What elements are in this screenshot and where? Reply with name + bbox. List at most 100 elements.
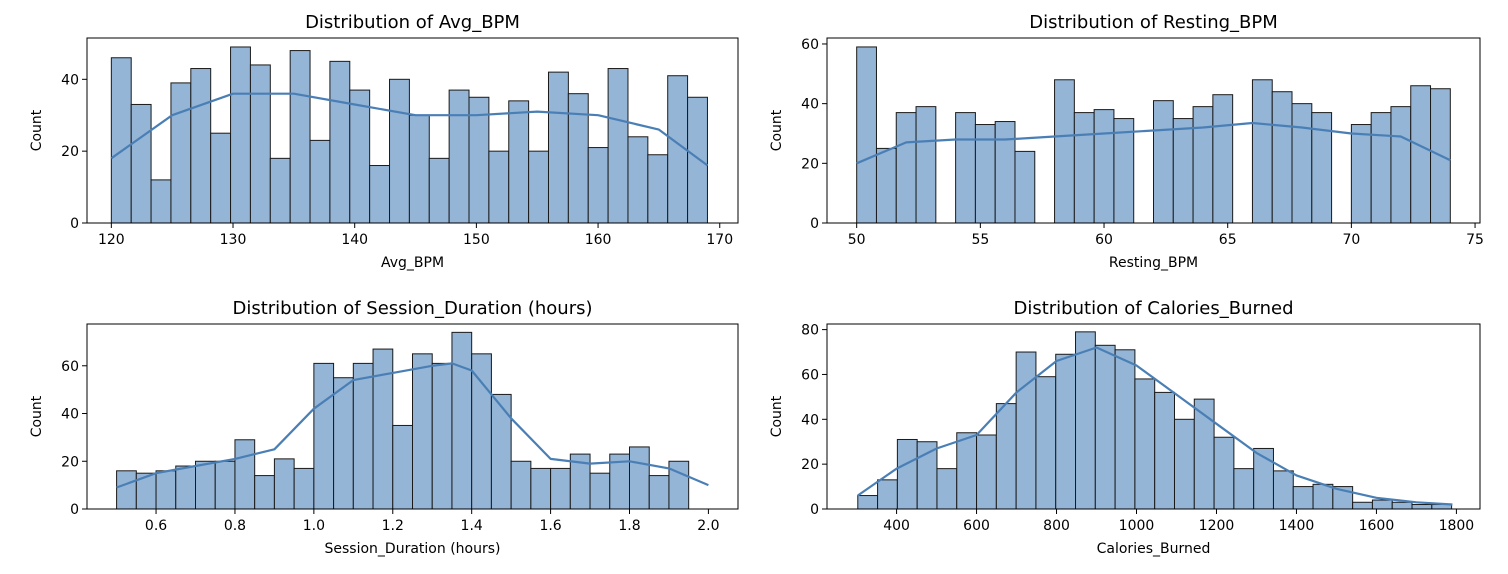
x-tick-label: 170 (706, 232, 733, 248)
plot-frame (86, 37, 739, 224)
y-axis-label: Count (29, 109, 45, 151)
plot-frame (86, 323, 739, 510)
histogram-bar (1173, 418, 1195, 510)
histogram-bar (110, 57, 132, 224)
histogram-bar (1411, 504, 1433, 510)
histogram-bar (293, 467, 315, 510)
kde-line (856, 121, 1451, 165)
histogram-bar (431, 362, 453, 510)
histogram-bar (648, 475, 670, 510)
histogram-bar (170, 82, 192, 224)
y-tick-label: 0 (70, 216, 79, 232)
kde-line (857, 346, 1453, 506)
histogram-bar (490, 393, 512, 510)
x-tick-label: 75 (1466, 232, 1484, 248)
histogram-bar (313, 362, 335, 510)
histogram-bar (1172, 118, 1194, 224)
histogram-bar (857, 495, 879, 510)
histogram-bar (994, 121, 1016, 224)
x-tick-label: 1.2 (382, 518, 404, 534)
histogram-bar (1113, 118, 1135, 224)
histogram-bar (451, 331, 473, 510)
histogram-bar (269, 157, 291, 224)
histogram-bar (896, 438, 918, 510)
histogram-bar (249, 64, 271, 224)
x-tick-label: 1000 (1119, 518, 1155, 534)
y-tick-label: 60 (801, 367, 819, 383)
y-tick-label: 60 (61, 359, 79, 375)
y-tick-label: 0 (810, 502, 819, 518)
histogram-bar (1291, 103, 1313, 224)
y-axis-label: Count (769, 395, 785, 437)
histogram-bar (955, 112, 976, 224)
histogram-bar (190, 68, 212, 224)
x-axis-label: Session_Duration (hours) (325, 541, 501, 557)
histogram-bar (1035, 376, 1057, 510)
histogram-bar (1251, 79, 1273, 224)
histogram-bar (877, 479, 898, 510)
histogram-bar (1391, 501, 1413, 510)
histogram-bar (488, 150, 510, 224)
chart-title: Distribution of Avg_BPM (305, 12, 520, 33)
histogram-bar (448, 89, 470, 224)
histogram-bar (687, 96, 708, 224)
histogram-bar (195, 460, 216, 510)
x-tick-label: 140 (341, 232, 368, 248)
histogram-bar (528, 150, 549, 224)
x-tick-label: 120 (98, 232, 125, 248)
histogram-bar (369, 165, 391, 224)
x-tick-label: 1.4 (461, 518, 483, 534)
histogram-bar (1094, 344, 1116, 510)
x-tick-label: 1.8 (618, 518, 640, 534)
x-tick-label: 150 (463, 232, 490, 248)
histogram-bar (349, 89, 371, 224)
histogram-bar (1350, 124, 1372, 224)
chart-title: Distribution of Session_Duration (hours) (232, 298, 592, 319)
histogram-bar (412, 353, 433, 510)
chart-panel-2: Distribution of Resting_BPM 50 55 60 65 70 75 0… (769, 12, 1484, 271)
x-tick-label: 0.6 (145, 518, 167, 534)
histogram-bar (1410, 85, 1432, 224)
histogram-bar (1312, 483, 1334, 510)
histogram-bar (175, 465, 196, 510)
histogram-bar (1015, 351, 1037, 510)
histogram-bar (1073, 112, 1095, 224)
y-axis-label: Count (29, 395, 45, 437)
y-tick-label: 40 (61, 72, 79, 88)
y-tick-label: 20 (61, 144, 79, 160)
histogram-bar (627, 136, 649, 224)
x-tick-label: 0.8 (224, 518, 246, 534)
x-tick-label: 1.6 (539, 518, 561, 534)
histogram-bar (508, 100, 530, 224)
plot-frame (826, 323, 1481, 510)
y-tick-label: 20 (801, 156, 819, 172)
plot-frame (826, 37, 1481, 224)
histogram-bar (1390, 106, 1412, 224)
histogram-bar (155, 470, 177, 510)
histogram-bar (392, 424, 414, 510)
histogram-bar (273, 458, 295, 510)
y-tick-label: 40 (61, 407, 79, 423)
histogram-bar (1054, 79, 1075, 224)
histogram-bar (234, 439, 256, 510)
chart-panel-3: Distribution of Session_Duration (hours)… (29, 298, 739, 557)
x-tick-label: 800 (1043, 518, 1070, 534)
histogram-bar (856, 46, 877, 224)
x-axis-label: Resting_BPM (1109, 255, 1198, 271)
histogram-bar (647, 154, 669, 224)
x-axis-label: Avg_BPM (381, 255, 444, 271)
histogram-bar (471, 353, 492, 510)
histogram-bar (1213, 436, 1235, 510)
histogram-bar (550, 467, 571, 510)
histogram-bar (1212, 94, 1234, 224)
histogram-bar (1093, 109, 1115, 224)
x-tick-label: 400 (883, 518, 910, 534)
histogram-bar (916, 441, 938, 510)
x-tick-label: 1600 (1359, 518, 1395, 534)
histogram-bar (895, 112, 917, 224)
x-tick-label: 70 (1342, 232, 1360, 248)
histogram-bar (530, 467, 552, 510)
histogram-bar (116, 470, 137, 510)
histogram-bar (1153, 100, 1174, 224)
